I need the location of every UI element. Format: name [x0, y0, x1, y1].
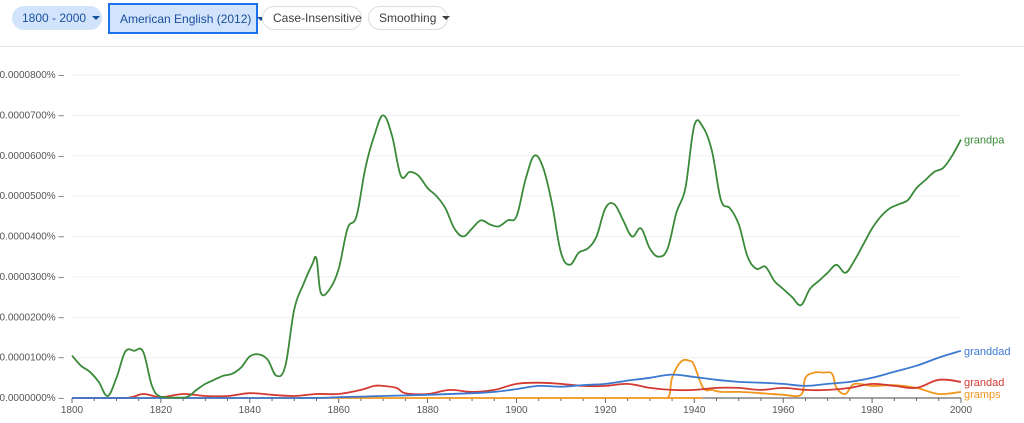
- y-tick-label: 0.0000300% –: [0, 272, 64, 283]
- x-tick-label: 1980: [861, 405, 884, 416]
- series-label-grandpa: grandpa: [964, 135, 1005, 147]
- year-range-label: 1800 - 2000: [22, 11, 87, 25]
- series-line-grandpa[interactable]: [71, 114, 962, 399]
- x-tick-label: 2000: [950, 405, 973, 416]
- x-tick-label: 1960: [772, 405, 795, 416]
- y-axis: 0.0000000% – 0.0000100% – 0.0000200% – 0.00…: [0, 70, 64, 404]
- x-tick-label: 1800: [61, 405, 84, 416]
- y-tick-label: 0.0000500% –: [0, 191, 64, 202]
- series-line-granddad[interactable]: [71, 349, 962, 399]
- y-tick-label: 0.0000800% –: [0, 70, 64, 81]
- x-tick-label: 1940: [683, 405, 706, 416]
- chevron-down-icon: [442, 16, 451, 20]
- smoothing-label: Smoothing: [379, 11, 437, 25]
- ngram-chart: 0.0000000% – 0.0000100% – 0.0000200% – 0.00…: [0, 70, 1011, 416]
- y-tick-label: 0.0000700% –: [0, 110, 64, 121]
- y-tick-label: 0.0000100% –: [0, 353, 64, 364]
- case-insensitive-toggle[interactable]: Case-Insensitive: [262, 6, 362, 30]
- corpus-dropdown[interactable]: American English (2012): [108, 3, 266, 34]
- y-tick-label: 0.0000000% –: [0, 393, 64, 404]
- x-tick-label: 1880: [416, 405, 439, 416]
- year-range-dropdown[interactable]: 1800 - 2000: [12, 6, 102, 30]
- y-tick-label: 0.0000400% –: [0, 232, 64, 243]
- series-label-grandad: grandad: [964, 377, 1004, 389]
- corpus-label: American English (2012): [120, 11, 252, 26]
- smoothing-dropdown[interactable]: Smoothing: [368, 6, 451, 30]
- series-line-gramps[interactable]: [71, 358, 962, 399]
- series-lines: [71, 114, 962, 399]
- x-tick-label: 1920: [594, 405, 617, 416]
- x-tick-label: 1900: [505, 405, 528, 416]
- series-label-granddad: granddad: [964, 346, 1011, 358]
- case-label: Case-Insensitive: [273, 11, 362, 25]
- x-axis: 1800 1820 1840 1860 1880 1900 1920 1940 1960 1980…: [61, 397, 973, 416]
- x-tick-label: 1820: [150, 405, 173, 416]
- toolbar: 1800 - 2000 American English (2012) Case…: [0, 0, 1024, 47]
- chevron-down-icon: [257, 16, 266, 21]
- y-tick-label: 0.0000600% –: [0, 151, 64, 162]
- chart-grid: [72, 74, 961, 359]
- x-tick-label: 1860: [328, 405, 351, 416]
- x-tick-label: 1840: [239, 405, 262, 416]
- series-line-grandad[interactable]: [71, 378, 962, 399]
- y-tick-label: 0.0000200% –: [0, 312, 64, 323]
- chevron-down-icon: [92, 16, 101, 20]
- series-label-gramps: gramps: [964, 389, 1001, 401]
